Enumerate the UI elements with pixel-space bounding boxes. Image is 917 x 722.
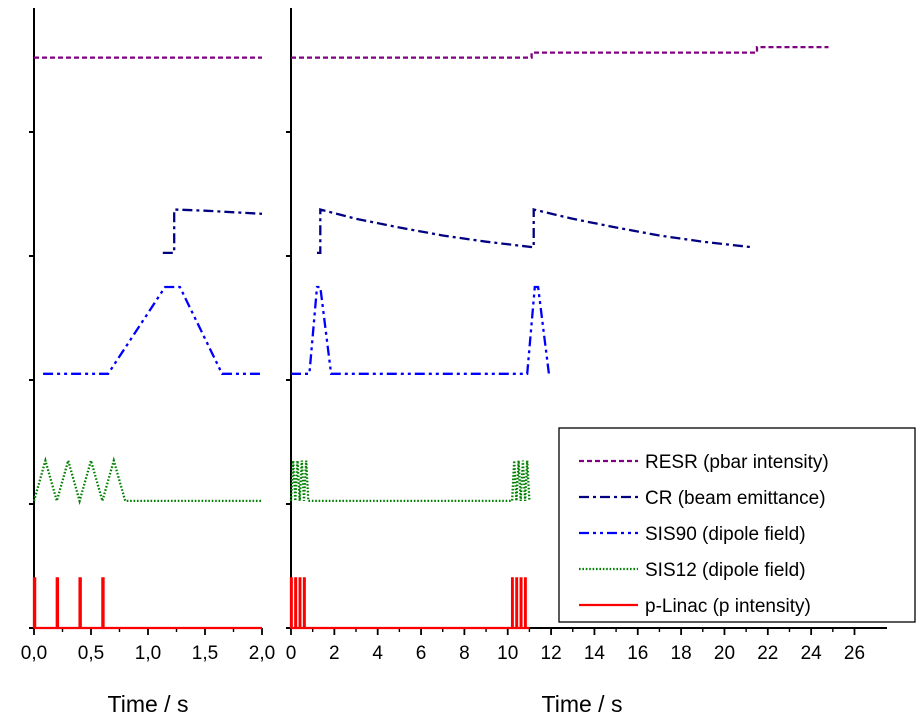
left-x-tick-label: 1,0 [135, 643, 161, 664]
left-series-cr-beam-emittance [162, 208, 263, 255]
right-x-tick-label: 12 [541, 643, 562, 664]
right-series-cr-beam-emittance [317, 208, 753, 255]
right-series-sis90-dipole-field [291, 285, 551, 375]
legend-box [558, 427, 916, 623]
right-x-tick-label: 10 [497, 643, 518, 664]
right-x-tick-label: 20 [714, 643, 735, 664]
legend-label-resr-pbar-intensity: RESR (pbar intensity) [645, 452, 829, 473]
right-series-resr-pbar-intensity [291, 45, 829, 59]
right-x-tick-label: 18 [671, 643, 692, 664]
left-x-tick-label: 1,5 [192, 643, 218, 664]
left-x-tick-label: 0,0 [21, 643, 47, 664]
legend-label-cr-beam-emittance: CR (beam emittance) [645, 488, 826, 509]
legend: RESR (pbar intensity) CR (beam emittance)… [558, 427, 916, 623]
right-x-tick-label: 4 [372, 643, 383, 664]
left-x-axis-title: Time / s [108, 691, 189, 717]
left-series-p-linac-p-intensity [32, 577, 262, 630]
left-x-tick-label: 2,0 [249, 643, 275, 664]
right-series-p-linac-p-intensity [289, 577, 530, 630]
legend-label-sis90-dipole-field: SIS90 (dipole field) [645, 524, 806, 545]
legend-label-p-linac-p-intensity: p-Linac (p intensity) [645, 596, 811, 617]
right-panel: 0 2 4 6 8 10 12 14 16 18 20 22 24 26 [286, 8, 887, 664]
left-series-sis90-dipole-field [43, 285, 262, 375]
right-x-axis-title: Time / s [542, 691, 623, 717]
right-x-tick-label: 6 [416, 643, 427, 664]
right-x-tick-label: 26 [844, 643, 865, 664]
right-x-tick-label: 22 [757, 643, 778, 664]
right-x-tick-label: 24 [801, 643, 823, 664]
right-x-tick-label: 8 [459, 643, 470, 664]
right-x-tick-label: 2 [329, 643, 340, 664]
left-x-tick-label: 0,5 [78, 643, 104, 664]
left-series-sis12-dipole-field [32, 456, 262, 506]
left-panel: 0,0 0,5 1,0 1,5 2,0 [21, 8, 275, 664]
right-series-sis12-dipole-field [289, 460, 531, 503]
right-x-tick-label: 0 [286, 643, 297, 664]
right-x-tick-label: 16 [627, 643, 648, 664]
legend-label-sis12-dipole-field: SIS12 (dipole field) [645, 560, 806, 581]
right-x-tick-label: 14 [584, 643, 606, 664]
